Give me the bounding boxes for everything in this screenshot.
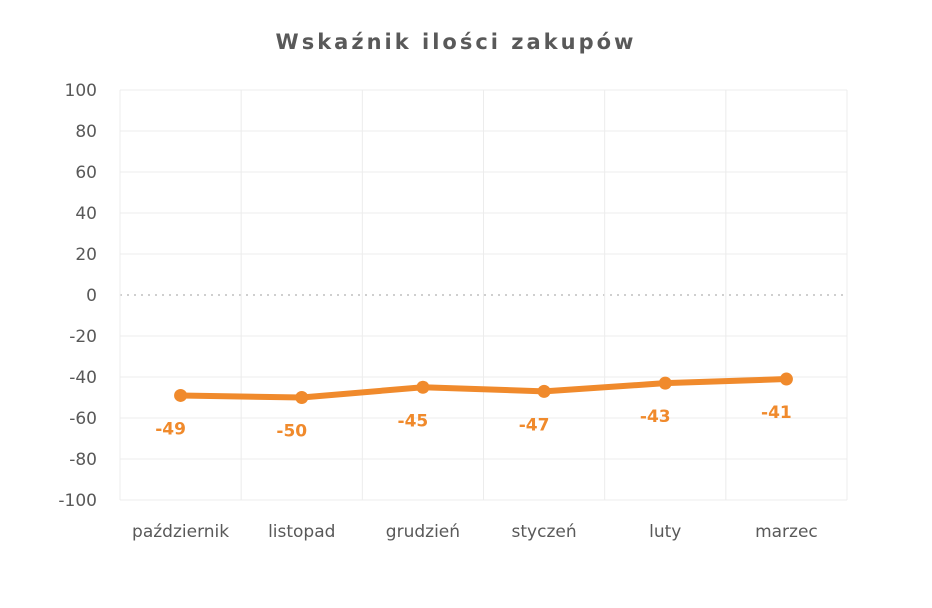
data-label: -45: [398, 411, 429, 431]
y-tick-label: 20: [75, 245, 97, 265]
y-tick-label: 60: [75, 163, 97, 183]
x-tick-label: luty: [649, 522, 681, 542]
data-label: -47: [519, 415, 550, 435]
y-tick-label: -100: [58, 491, 97, 511]
data-point: [658, 376, 672, 390]
data-point: [174, 388, 188, 402]
data-label: -50: [276, 422, 307, 442]
data-point: [779, 372, 793, 386]
y-tick-label: -80: [69, 450, 97, 470]
chart-title: Wskaźnik ilości zakupów: [275, 30, 637, 54]
series-layer: [174, 372, 793, 404]
y-tick-label: -20: [69, 327, 97, 347]
y-tick-label: -60: [69, 409, 97, 429]
y-tick-label: -40: [69, 368, 97, 388]
data-point: [537, 384, 551, 398]
y-tick-label: 80: [75, 122, 97, 142]
data-point: [295, 391, 309, 404]
x-tick-label: październik: [132, 522, 229, 542]
x-tick-label: listopad: [268, 522, 335, 542]
x-tick-label: styczeń: [512, 522, 577, 542]
y-tick-label: 100: [65, 81, 97, 101]
x-tick-label: grudzień: [386, 522, 460, 542]
x-axis: październik listopad grudzień styczeń luty ma…: [132, 522, 818, 542]
y-tick-label: 0: [86, 286, 97, 306]
x-tick-label: marzec: [755, 522, 818, 542]
data-label: -41: [761, 403, 792, 423]
data-point: [416, 380, 430, 394]
data-label: -49: [155, 419, 186, 439]
data-labels: -49 -50 -45 -47 -43 -41: [155, 403, 792, 441]
data-label: -43: [640, 407, 671, 427]
grid: [119, 89, 848, 501]
y-tick-label: 40: [75, 204, 97, 224]
y-axis: 100 80 60 40 20 0 -20 -40 -60 -80 -100: [58, 81, 97, 511]
series-line: [177, 376, 790, 401]
